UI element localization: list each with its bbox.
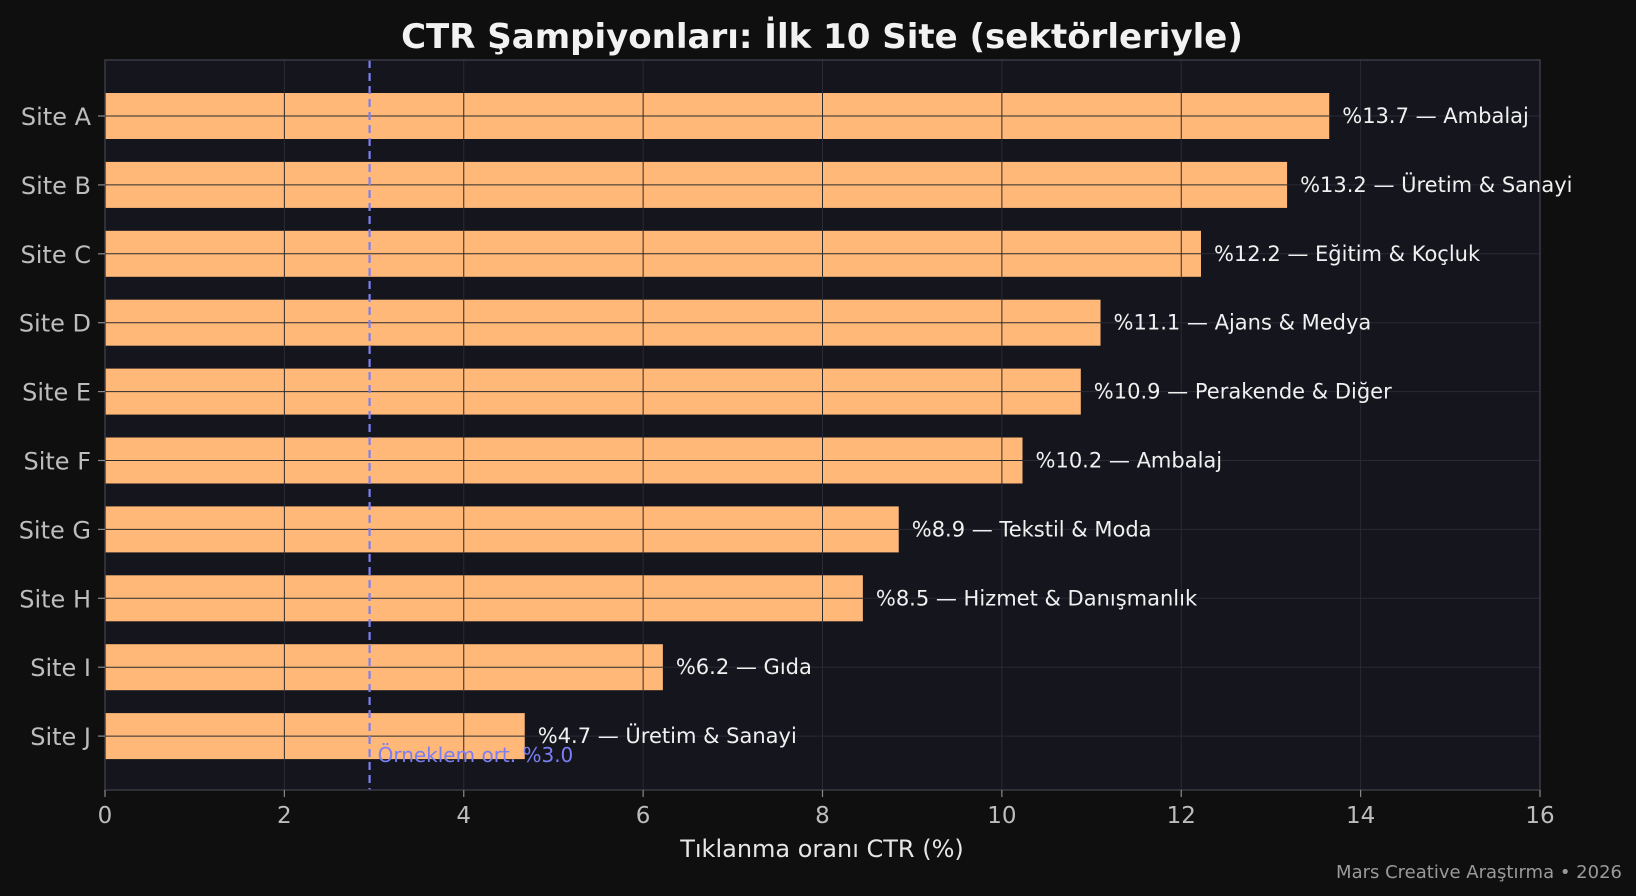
x-tick-label-8: 16 xyxy=(1525,803,1554,829)
y-tick-label-1: Site A xyxy=(21,103,92,131)
chart-title: CTR Şampiyonları: İlk 10 Site (sektörler… xyxy=(401,16,1243,57)
x-tick-label-4: 8 xyxy=(815,803,830,829)
bar-label-2: %13.2 — Üretim & Sanayi xyxy=(1300,172,1572,197)
y-tick-label-9: Site I xyxy=(30,654,91,682)
x-tick-label-6: 12 xyxy=(1167,803,1196,829)
x-tick-label-3: 6 xyxy=(636,803,651,829)
x-tick-label-7: 14 xyxy=(1346,803,1375,829)
x-tick-label-1: 2 xyxy=(277,803,292,829)
y-tick-label-3: Site C xyxy=(21,241,91,269)
average-reference-label: Örneklem ort. %3.0 xyxy=(378,743,574,767)
y-tick-label-5: Site E xyxy=(22,379,91,407)
x-tick-label-5: 10 xyxy=(987,803,1016,829)
axes: 0 2 4 6 8 10 12 14 16 Site A Site B Site C Site D Sit… xyxy=(19,59,1555,829)
footer-credit: Mars Creative Araştırma • 2026 xyxy=(1336,862,1622,883)
bar-labels: %13.7 — Ambalaj %13.2 — Üretim & Sanayi %1… xyxy=(538,104,1573,748)
y-tick-label-2: Site B xyxy=(21,172,91,200)
y-tick-label-10: Site J xyxy=(30,723,91,751)
y-tick-label-4: Site D xyxy=(19,310,91,338)
x-axis-label: Tıklanma oranı CTR (%) xyxy=(679,835,964,863)
y-tick-label-8: Site H xyxy=(19,585,91,613)
bar-label-8: %8.5 — Hizmet & Danışmanlık xyxy=(876,586,1198,610)
bar-label-5: %10.9 — Perakende & Diğer xyxy=(1094,380,1392,404)
reference-line-group: Örneklem ort. %3.0 xyxy=(368,60,574,790)
bar-label-7: %8.9 — Tekstil & Moda xyxy=(912,517,1152,541)
x-tick-label-2: 4 xyxy=(456,803,471,829)
bar-label-6: %10.2 — Ambalaj xyxy=(1036,449,1223,473)
bar-label-3: %12.2 — Eğitim & Koçluk xyxy=(1214,242,1481,266)
bar-label-1: %13.7 — Ambalaj xyxy=(1342,104,1529,128)
bar-label-10: %4.7 — Üretim & Sanayi xyxy=(538,723,797,748)
y-tick-label-7: Site G xyxy=(19,516,91,544)
y-tick-label-6: Site F xyxy=(23,448,91,476)
bar-label-4: %11.1 — Ajans & Medya xyxy=(1114,311,1372,335)
x-tick-label-0: 0 xyxy=(98,803,113,829)
overlay-grid-lines xyxy=(105,93,1330,760)
bar-label-9: %6.2 — Gıda xyxy=(676,655,812,679)
